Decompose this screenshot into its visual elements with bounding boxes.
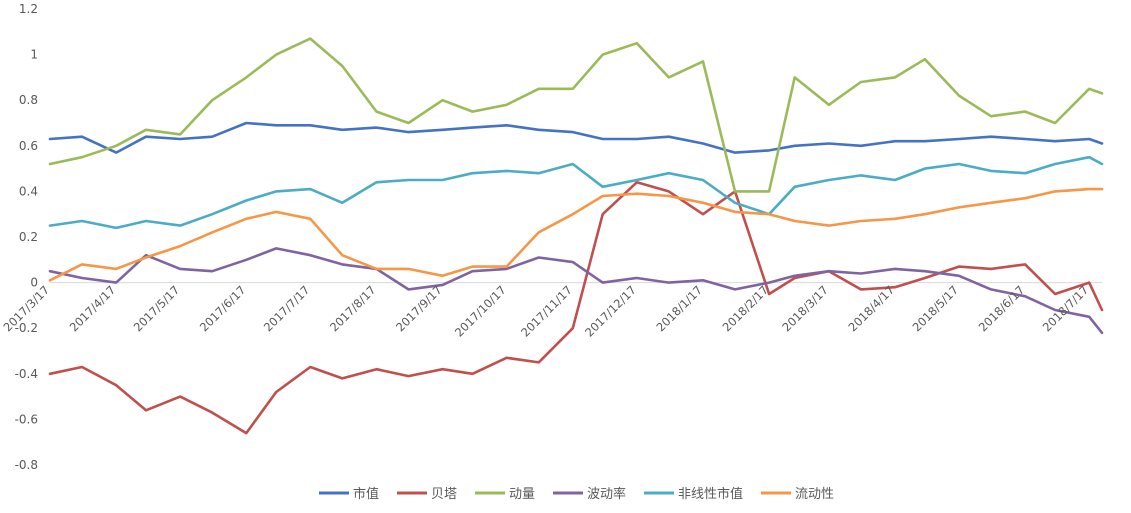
x-tick-label: 2017/12/17 [582,283,639,340]
y-tick-label: 0.6 [19,139,38,153]
y-tick-label: 0.2 [19,230,38,244]
y-tick-label: -0.8 [15,458,38,472]
legend-label: 动量 [509,487,535,502]
x-tick-label: 2017/8/17 [327,283,379,335]
y-tick-label: -0.6 [15,412,38,426]
x-tick-label: 2017/4/17 [67,283,119,335]
plot-area [48,37,1104,435]
y-tick-label: 0 [30,276,38,290]
x-tick-label: 2017/6/17 [197,283,249,335]
series-lines [48,37,1104,435]
x-tick-label: 2018/3/17 [779,283,831,335]
legend: 市值 贝塔 动量 波动率 非线性市值 流动性 [319,486,834,502]
y-tick-label: 1 [30,48,38,62]
legend-label: 市值 [353,486,379,502]
y-axis-tick-labels: 1.2 1 0.8 0.6 0.4 0.2 0 -0.2 -0.4 -0.6 -0.8 [15,2,38,472]
x-tick-label: 2017/10/17 [452,283,509,340]
x-tick-label: 2017/9/17 [393,283,445,335]
x-tick-label: 2018/2/17 [720,283,772,335]
series-line [48,247,1104,335]
y-tick-label: -0.2 [15,321,38,335]
series-line [48,155,1104,230]
y-tick-label: 1.2 [19,2,38,16]
legend-label: 贝塔 [431,487,457,502]
x-tick-label: 2017/5/17 [131,283,183,335]
x-tick-label: 2018/1/17 [653,283,705,335]
x-tick-label: 2017/11/17 [518,283,575,340]
legend-label: 非线性市值 [678,486,743,502]
series-line [48,187,1104,282]
series-line [48,37,1104,193]
y-tick-label: 0.8 [19,93,38,107]
y-tick-label: -0.4 [15,367,38,381]
x-tick-label: 2017/7/17 [261,283,313,335]
x-tick-label: 2018/4/17 [846,283,898,335]
x-axis-tick-labels: 2017/3/17 2017/4/17 2017/5/17 2017/6/17 2017… [1,283,1092,340]
legend-label: 流动性 [795,487,834,502]
series-line [48,121,1104,154]
legend-label: 波动率 [587,486,626,502]
y-tick-label: 0.4 [19,184,38,198]
x-tick-label: 2018/5/17 [910,283,962,335]
